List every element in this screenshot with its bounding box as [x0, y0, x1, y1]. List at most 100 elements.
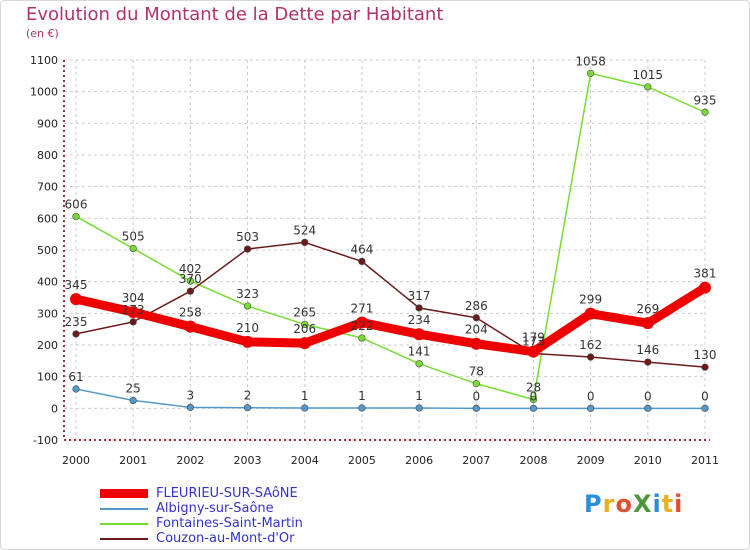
- data-label: 78: [469, 365, 484, 379]
- x-tick-label: 2008: [519, 454, 547, 467]
- data-label: 503: [236, 230, 259, 244]
- data-point: [129, 244, 137, 253]
- data-label: 162: [579, 338, 602, 352]
- data-label: 402: [179, 262, 202, 276]
- data-label: 935: [694, 93, 717, 107]
- y-tick-label: -100: [33, 434, 58, 447]
- data-label: 25: [126, 381, 141, 395]
- x-tick-label: 2007: [462, 454, 490, 467]
- data-label: 1: [415, 389, 423, 403]
- y-tick-label: 400: [37, 276, 58, 289]
- data-point: [186, 287, 194, 295]
- data-point: [472, 380, 480, 388]
- proxiti-logo: ProXiti: [584, 490, 683, 518]
- data-point: [127, 306, 140, 319]
- data-label: 1058: [575, 54, 606, 68]
- chart-unit: (en €): [26, 27, 59, 40]
- y-tick-label: 1100: [30, 54, 58, 67]
- data-label: 273: [122, 303, 145, 317]
- x-tick-label: 2011: [691, 454, 719, 467]
- data-label: 381: [694, 267, 717, 281]
- legend-swatch: [100, 522, 148, 525]
- data-label: 0: [701, 389, 709, 403]
- grid: [64, 59, 706, 441]
- logo-letter: r: [602, 490, 616, 518]
- y-tick-label: 700: [37, 181, 58, 194]
- data-point: [587, 404, 595, 412]
- data-label: 235: [65, 315, 88, 329]
- data-point: [701, 404, 709, 412]
- legend: FLEURIEU-SUR-SAôNE Albigny-sur-Saône Fonta…: [100, 486, 303, 546]
- data-label: 265: [293, 305, 316, 319]
- data-point: [301, 320, 309, 329]
- data-point: [355, 316, 368, 329]
- data-point: [72, 385, 80, 393]
- logo-letter: P: [584, 490, 603, 518]
- legend-item: FLEURIEU-SUR-SAôNE: [100, 486, 303, 501]
- series-line: [75, 72, 706, 401]
- y-tick-label: 900: [37, 117, 58, 130]
- data-label: 370: [179, 272, 202, 286]
- data-point: [129, 396, 137, 405]
- legend-label: Albigny-sur-Saône: [156, 501, 274, 516]
- data-label: 3: [187, 388, 195, 402]
- y-tick-label: 0: [51, 402, 58, 415]
- data-label: 0: [530, 389, 538, 403]
- data-label: 304: [122, 291, 145, 305]
- data-label: 146: [636, 343, 659, 357]
- legend-label: Fontaines-Saint-Martin: [156, 516, 303, 531]
- data-point: [186, 403, 194, 411]
- data-point: [644, 358, 652, 366]
- logo-letter: t: [661, 490, 675, 518]
- y-tick-label: 600: [37, 212, 58, 225]
- x-tick-label: 2006: [405, 454, 433, 467]
- data-label: 141: [408, 345, 431, 359]
- series-lines: [70, 69, 711, 412]
- data-point: [72, 330, 80, 338]
- logo-letter: o: [615, 490, 633, 518]
- data-point: [243, 245, 252, 253]
- data-point: [241, 335, 254, 348]
- data-point: [413, 328, 426, 341]
- data-label: 2: [244, 389, 252, 403]
- data-label: 28: [526, 380, 541, 394]
- series-line: [71, 283, 710, 357]
- data-label: 299: [579, 293, 602, 307]
- logo-letter: i: [652, 490, 662, 518]
- y-tick-label: 200: [37, 339, 58, 352]
- axes: -100010020030040050060070080090010001100…: [30, 54, 719, 467]
- series-line: [75, 241, 706, 368]
- data-point: [415, 304, 423, 312]
- data-label: 222: [350, 319, 373, 333]
- data-label: 0: [644, 389, 652, 403]
- data-point: [584, 307, 597, 320]
- legend-label: Couzon-au-Mont-d'Or: [156, 531, 295, 546]
- data-label: 1: [301, 389, 309, 403]
- data-point: [641, 317, 654, 330]
- data-point: [701, 108, 709, 116]
- data-label: 317: [408, 289, 431, 303]
- data-label: 1: [358, 389, 366, 403]
- data-label: 323: [236, 287, 259, 301]
- x-tick-label: 2004: [291, 454, 319, 467]
- data-point: [70, 293, 82, 306]
- data-label: 464: [350, 242, 373, 256]
- legend-item: Fontaines-Saint-Martin: [100, 516, 303, 531]
- series-line: [75, 388, 706, 410]
- data-label: 130: [694, 348, 717, 362]
- legend-item: Couzon-au-Mont-d'Or: [100, 531, 303, 546]
- legend-label: FLEURIEU-SUR-SAôNE: [156, 486, 298, 501]
- data-label: 0: [587, 389, 595, 403]
- legend-swatch: [100, 507, 148, 510]
- data-point: [358, 257, 366, 266]
- data-point: [358, 404, 366, 412]
- x-tick-label: 2000: [62, 454, 90, 467]
- data-point: [186, 277, 194, 285]
- y-tick-label: 800: [37, 149, 58, 162]
- x-tick-label: 2002: [176, 454, 204, 467]
- x-tick-label: 2005: [348, 454, 376, 467]
- data-label: 210: [236, 321, 259, 335]
- x-tick-label: 2003: [234, 454, 262, 467]
